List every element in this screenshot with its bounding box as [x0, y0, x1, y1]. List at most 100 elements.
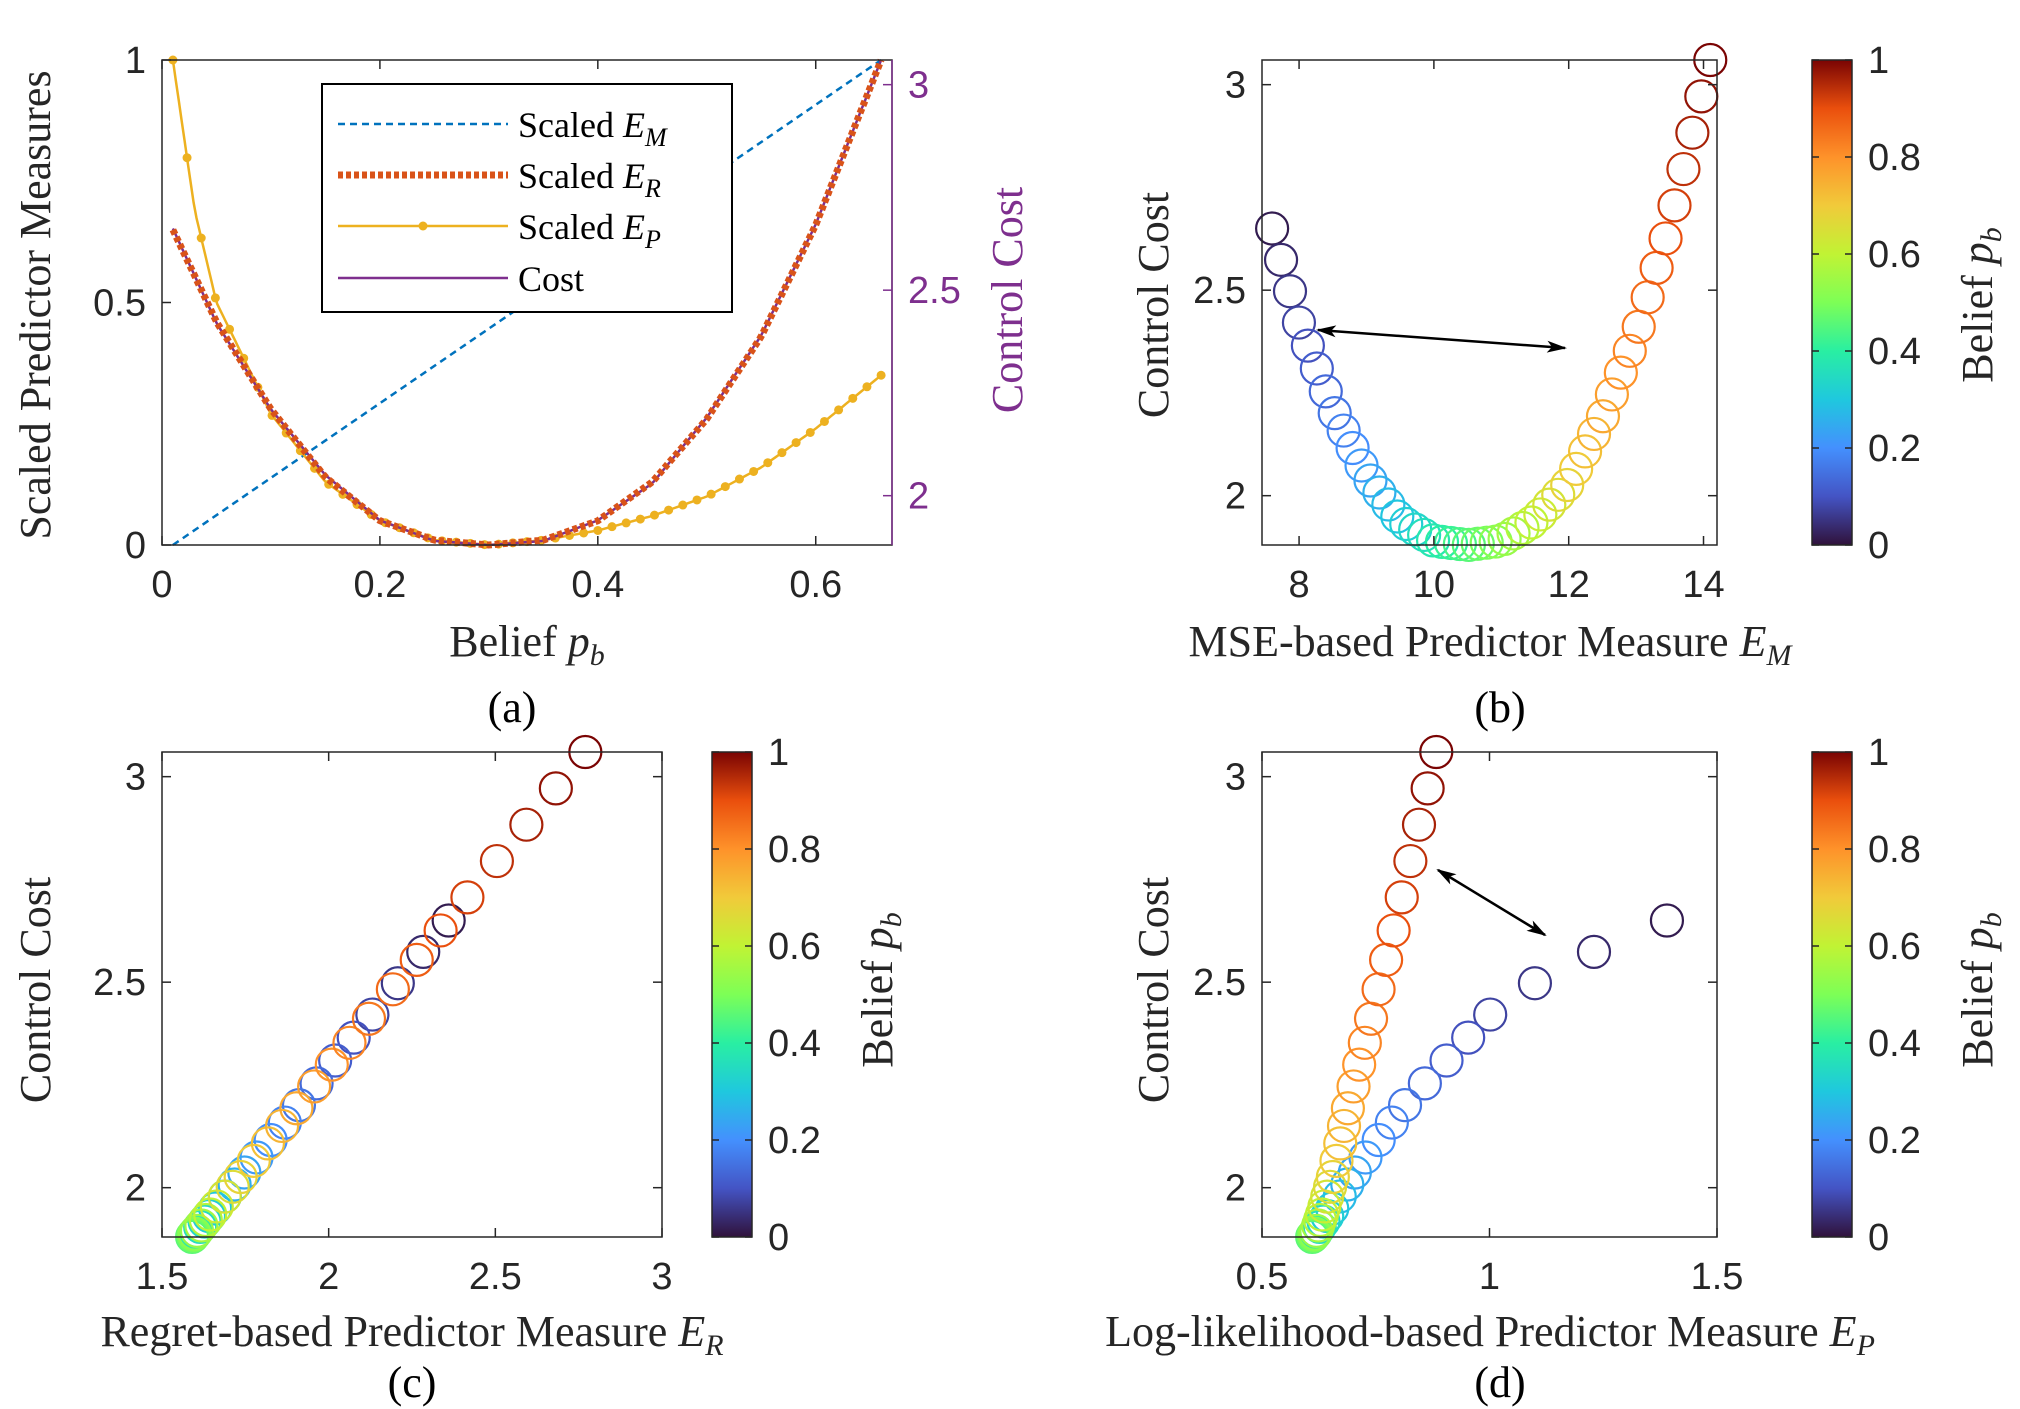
- panel-b-point: [1496, 516, 1531, 551]
- panel-b-point: [1541, 477, 1576, 512]
- series-ep-point: [848, 393, 858, 403]
- panel-c-xtick-label: 2.5: [469, 1256, 522, 1298]
- panel-b-point: [1326, 413, 1361, 448]
- panel-a-xtick-label: 0.2: [353, 564, 406, 606]
- panel-c-point: [423, 913, 458, 948]
- panel-b-point: [1281, 305, 1317, 340]
- legend-box: [321, 83, 733, 313]
- panel-a-legend: Scaled EM Scaled ER Scaled EP Cost: [321, 83, 733, 313]
- panel-b-xticks: 8 10 12 14: [1289, 60, 1725, 606]
- legend-marker-ep: [418, 221, 428, 231]
- panel-b-point: [1389, 506, 1424, 542]
- panel-b-cb-label: 0.4: [1868, 331, 1921, 373]
- panel-a-xtick-label: 0: [151, 564, 172, 606]
- panel-b-point: [1576, 416, 1612, 452]
- panel-d-point: [1451, 1020, 1486, 1055]
- panel-d-point: [1369, 942, 1404, 977]
- panel-d-point: [1361, 972, 1396, 1007]
- panel-c-point: [250, 1126, 286, 1161]
- panel-d-point: [1576, 934, 1612, 969]
- panel-c-point: [236, 1143, 271, 1178]
- series-ep-point: [876, 370, 886, 380]
- series-ep-point: [210, 293, 220, 303]
- series-ep-point: [607, 522, 617, 532]
- panel-d-point: [1410, 771, 1445, 806]
- panel-d-ytick-label: 2: [1225, 1168, 1246, 1210]
- panel-b-point: [1469, 525, 1504, 560]
- panel-b-colorbar: [1811, 59, 1853, 546]
- panel-d-xticks: 0.5 1 1.5: [1236, 752, 1744, 1298]
- panel-c-colorbar: [711, 751, 753, 1238]
- panel-b-point: [1630, 280, 1665, 315]
- panel-d-xtick-label: 0.5: [1236, 1256, 1289, 1298]
- panel-c-cb-label: 0: [768, 1217, 789, 1259]
- series-ep-point: [734, 474, 744, 484]
- panel-b-point: [1263, 242, 1299, 277]
- panel-a-xlabel: Belief pb: [449, 617, 605, 672]
- panel-d-cb-label: 0.2: [1868, 1120, 1921, 1162]
- panel-d-point: [1429, 1043, 1464, 1078]
- panel-c-point: [215, 1169, 250, 1204]
- panel-a-caption: (a): [488, 683, 537, 732]
- panel-d-xtick-label: 1.5: [1691, 1256, 1744, 1298]
- series-ep-point: [649, 510, 659, 520]
- panel-d-cb-label: 0.8: [1868, 829, 1921, 871]
- panel-a-xticks: 0 0.2 0.4 0.6: [151, 60, 842, 606]
- panel-d-colorbar-label: Belief pb: [1953, 912, 2008, 1068]
- panel-d-point: [1326, 1108, 1362, 1144]
- panel-a-series: [168, 55, 886, 550]
- series-ep-point: [834, 405, 844, 415]
- panel-b-yticks: 22.53: [1193, 65, 1717, 518]
- panel-d-axes-box: [1261, 751, 1718, 1238]
- panel-c-xtick-label: 2: [318, 1256, 339, 1298]
- series-ep-point: [664, 505, 674, 515]
- panel-b-point: [1532, 487, 1567, 522]
- panel-b-point: [1594, 377, 1629, 412]
- panel-d-point: [1315, 1159, 1350, 1195]
- panel-a: 0 0.2 0.4 0.6 00.51 22.53 Scaled EM Scaled …: [11, 40, 1032, 732]
- panel-b-caption: (b): [1474, 683, 1525, 732]
- panel-c-point: [509, 807, 544, 842]
- panel-b-point: [1559, 451, 1594, 486]
- panel-d-point: [1393, 843, 1428, 879]
- panel-c-ylabel: Control Cost: [11, 877, 60, 1103]
- series-er-line: [169, 58, 885, 549]
- series-ep-point: [692, 495, 702, 505]
- series-ep-point: [749, 466, 759, 476]
- panel-b-point: [1255, 211, 1290, 246]
- panel-b-arrow: [1316, 325, 1567, 353]
- panel-b-point: [1514, 505, 1549, 540]
- panel-c-point: [375, 972, 410, 1007]
- panel-b-point: [1612, 333, 1647, 368]
- series-ep-point: [225, 324, 235, 334]
- panel-d-point: [1517, 966, 1553, 1001]
- series-ep-point: [777, 448, 787, 458]
- panel-b-point: [1290, 328, 1325, 363]
- panel-a-ytick-label: 1: [125, 40, 146, 82]
- panel-b-cb-label: 0.6: [1868, 234, 1921, 276]
- panel-b-point: [1666, 151, 1701, 187]
- panel-b-ytick-label: 2: [1225, 476, 1246, 518]
- panel-d-cb-label: 1: [1868, 732, 1889, 774]
- panel-b-axes-box: [1261, 59, 1718, 546]
- panel-b-cb-label: 0: [1868, 525, 1889, 567]
- panel-b-point: [1657, 188, 1692, 223]
- panel-c: 1.5 2 2.5 3 22.53 00.20.40.60.81 Regret-bas…: [11, 732, 908, 1407]
- panel-c-point: [399, 942, 434, 977]
- panel-d-point: [1384, 880, 1419, 915]
- panel-c-cb-label: 0.2: [768, 1120, 821, 1162]
- series-ep-point: [720, 482, 730, 492]
- panel-b-xtick-label: 14: [1682, 564, 1724, 606]
- legend-label-er: Scaled ER: [518, 156, 661, 203]
- panel-b-point: [1487, 521, 1522, 556]
- panel-c-cb-label: 0.8: [768, 829, 821, 871]
- panel-c-cb-label: 1: [768, 732, 789, 774]
- panel-b-point: [1550, 467, 1585, 503]
- series-ep-point: [791, 438, 801, 448]
- panel-b-point: [1371, 487, 1406, 522]
- panel-c-point: [279, 1091, 314, 1126]
- panel-b-point: [1523, 497, 1558, 532]
- panel-c-point: [351, 1001, 387, 1036]
- panel-b-point: [1308, 374, 1343, 409]
- panel-a-y2tick-label: 2: [908, 476, 929, 518]
